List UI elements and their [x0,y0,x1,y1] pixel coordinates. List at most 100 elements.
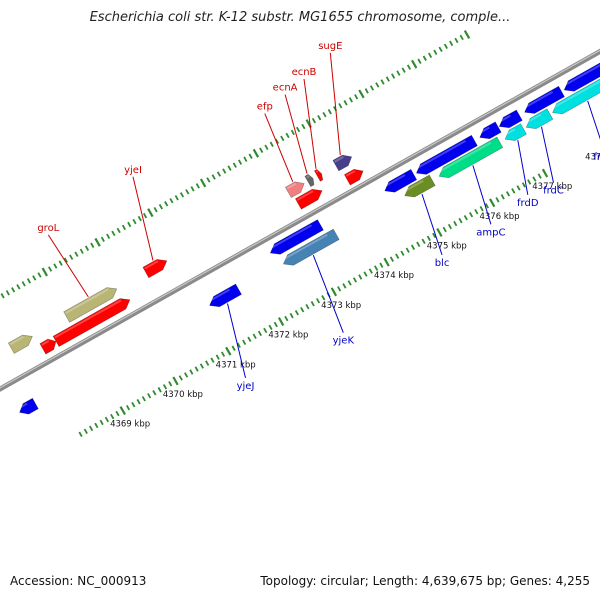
inner-minor-tick [126,404,131,411]
feature-unlabeled-2[interactable] [39,338,57,355]
outer-minor-tick [396,70,401,76]
gene-yjei[interactable] [142,259,168,279]
gene-frdc-sheen [524,113,542,125]
gene-label-yjek[interactable]: yjeK [333,336,355,347]
gene-label-efp[interactable]: efp [257,102,273,113]
feature-unlabeled-12[interactable] [524,85,565,114]
gene-yjek-sheen [281,233,328,261]
inner-major-tick [225,346,232,356]
inner-minor-tick [284,315,289,322]
feature-unlabeled-9[interactable] [415,134,478,175]
gene-leader-frdc [541,126,554,183]
inner-minor-tick [537,173,542,179]
inner-minor-tick [310,300,315,307]
inner-major-tick [436,227,443,237]
inner-minor-tick [521,182,526,188]
feature-unlabeled-1[interactable] [7,334,33,354]
inner-minor-tick [162,384,168,390]
feature-unlabeled-13[interactable] [563,57,600,92]
gene-yjek[interactable] [282,228,340,266]
feature-unlabeled-4[interactable] [19,397,39,415]
feature-unlabeled-11[interactable] [498,109,523,129]
gene-efp[interactable] [284,181,305,199]
gene-grol[interactable] [63,287,118,323]
inner-minor-tick [347,280,352,286]
inner-minor-tick [516,185,521,191]
gene-label-yjei[interactable]: yjeI [124,165,142,176]
gene-label-ampc[interactable]: ampC [476,227,505,238]
feature-unlabeled-6[interactable] [294,188,323,210]
gene-label-frdb[interactable]: frdB [593,152,600,163]
gene-label-ecnb[interactable]: ecnB [292,67,317,78]
gene-frdb[interactable] [552,72,600,115]
gene-label-grol[interactable]: groL [37,223,59,234]
gene-ecna[interactable] [304,174,315,188]
genome-summary-text: Topology: circular; Length: 4,639,675 bp… [260,574,590,588]
gene-leader-frdb [587,100,600,140]
outer-minor-tick [121,224,126,231]
gene-label-frdc[interactable]: frdC [543,186,564,197]
gene-ecnb-sheen [315,170,319,173]
inner-minor-tick [257,330,262,337]
gene-ecnb[interactable] [313,169,324,182]
inner-minor-tick [505,191,511,197]
gene-frdd[interactable] [504,123,527,141]
gene-suge-sheen [334,156,344,163]
gene-blc[interactable] [404,174,436,198]
feature-unlabeled-7[interactable] [343,168,364,186]
outer-major-tick [411,59,418,69]
inner-minor-tick [89,425,94,432]
outer-minor-tick [274,138,280,145]
gene-label-yjej[interactable]: yjeJ [237,381,255,392]
inner-minor-tick [247,336,252,343]
inner-minor-tick [321,295,326,301]
inner-minor-tick [184,372,189,378]
gene-label-frdd[interactable]: frdD [517,198,539,209]
inner-minor-tick [294,309,299,316]
inner-minor-tick [94,422,99,429]
outer-minor-tick [438,46,443,53]
inner-minor-tick [300,306,305,313]
feature-unlabeled-1-sheen [9,335,24,346]
feature-unlabeled-2-sheen [41,340,50,346]
inner-minor-tick [78,431,83,438]
gene-frdc[interactable] [525,108,554,130]
scale-label-4369: 4369 kbp [110,420,150,430]
feature-unlabeled-3[interactable] [52,298,131,348]
gene-label-blc[interactable]: blc [435,258,450,269]
inner-minor-tick [352,277,357,283]
outer-minor-tick [37,272,42,278]
inner-minor-tick [152,390,157,396]
outer-minor-tick [417,58,422,64]
outer-minor-tick [116,227,121,234]
gene-label-ecna[interactable]: ecnA [273,83,298,94]
gene-ampc[interactable] [438,136,504,179]
outer-minor-tick [21,281,26,287]
gene-label-suge[interactable]: sugE [318,41,342,52]
outer-major-tick [463,30,471,39]
gene-frdb-sheen [551,80,600,110]
gene-leader-ecnb [303,78,317,169]
outer-minor-tick [243,156,248,162]
inner-major-tick [330,287,338,297]
inner-minor-tick [374,265,379,271]
outer-minor-tick [216,171,221,177]
backbone-highlight [0,49,600,389]
outer-minor-tick [153,206,158,213]
inner-minor-tick [410,244,416,251]
outer-minor-tick [422,55,427,61]
inner-minor-tick [289,312,294,319]
feature-unlabeled-12-sheen [523,91,554,110]
outer-minor-tick [69,254,74,260]
feature-unlabeled-10[interactable] [479,121,502,140]
gene-yjej[interactable] [209,283,242,308]
inner-minor-tick [136,398,141,405]
inner-minor-tick [469,211,474,218]
feature-unlabeled-5[interactable] [269,219,324,255]
inner-minor-tick [342,283,347,289]
feature-unlabeled-8[interactable] [384,168,418,193]
outer-minor-tick [143,212,148,219]
gene-suge[interactable] [332,154,353,172]
